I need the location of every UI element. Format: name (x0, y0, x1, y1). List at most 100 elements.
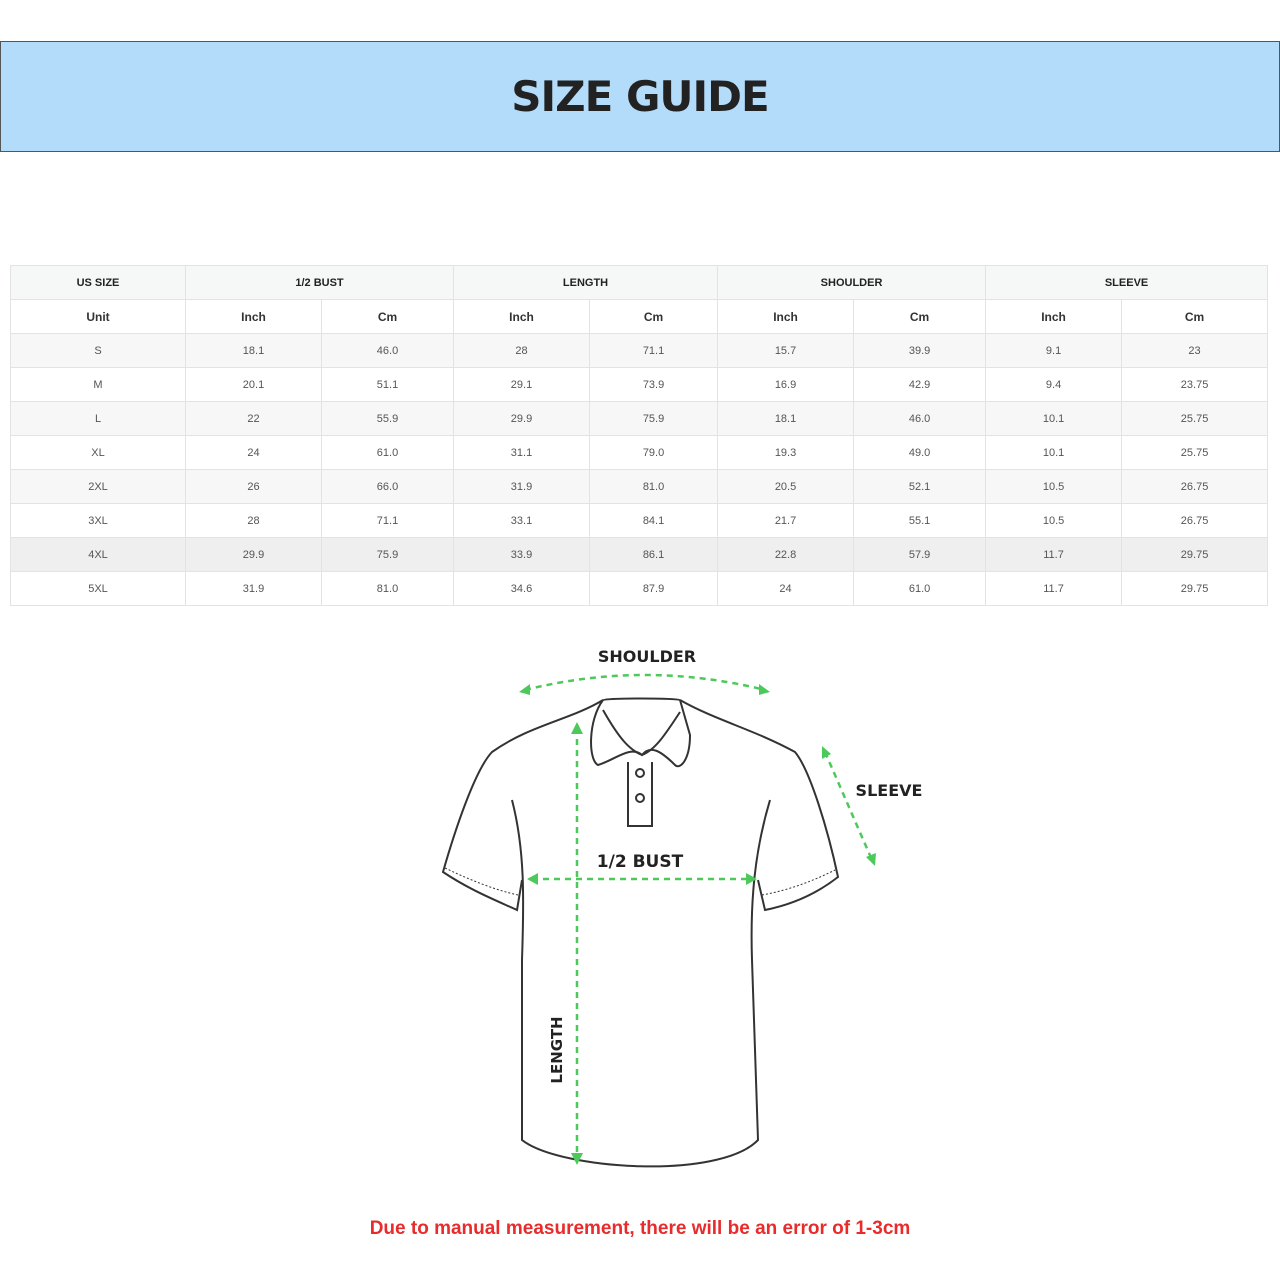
shoulder-label: SHOULDER (598, 647, 696, 666)
size-cell: 3XL (10, 503, 186, 538)
value-cell: 33.9 (453, 537, 591, 572)
value-cell: 23.75 (1121, 367, 1269, 402)
table-row: 2XL 26 66.0 31.9 81.0 20.5 52.1 10.5 26.75 (10, 469, 1269, 504)
value-cell: 25.75 (1121, 401, 1269, 436)
value-cell: 31.9 (185, 571, 322, 606)
value-cell: 18.1 (717, 401, 855, 436)
value-cell: 20.1 (185, 367, 322, 402)
value-cell: 11.7 (985, 537, 1123, 572)
value-cell: 31.9 (453, 469, 591, 504)
table-row: M 20.1 51.1 29.1 73.9 16.9 42.9 9.4 23.75 (10, 367, 1269, 402)
value-cell: 71.1 (589, 333, 719, 368)
group-header: SLEEVE (985, 265, 1269, 300)
unit-header: Cm (853, 299, 987, 334)
page-title: SIZE GUIDE (511, 72, 769, 121)
value-cell: 29.1 (453, 367, 591, 402)
size-cell: XL (10, 435, 186, 470)
value-cell: 39.9 (853, 333, 987, 368)
group-header: 1/2 BUST (184, 265, 455, 300)
value-cell: 81.0 (589, 469, 719, 504)
shoulder-arrow (524, 673, 766, 692)
value-cell: 57.9 (853, 537, 987, 572)
value-cell: 84.1 (589, 503, 719, 538)
value-cell: 87.9 (589, 571, 719, 606)
unit-header: Unit (10, 299, 186, 334)
unit-header: Cm (589, 299, 719, 334)
table-row: S 18.1 46.0 28 71.1 15.7 39.9 9.1 23 (10, 333, 1269, 368)
size-cell: 5XL (10, 571, 186, 606)
value-cell: 25.75 (1121, 435, 1269, 470)
table-row: 5XL 31.9 81.0 34.6 87.9 24 61.0 11.7 29.75 (10, 571, 1269, 606)
value-cell: 16.9 (717, 367, 855, 402)
sleeve-arrow (823, 751, 874, 861)
table-row: 4XL 29.9 75.9 33.9 86.1 22.8 57.9 11.7 29.75 (10, 537, 1269, 572)
unit-header: Inch (985, 299, 1123, 334)
group-header: SHOULDER (717, 265, 987, 300)
value-cell: 11.7 (985, 571, 1123, 606)
value-cell: 81.0 (320, 571, 455, 606)
value-cell: 42.9 (853, 367, 987, 402)
size-cell: M (10, 367, 186, 402)
value-cell: 9.4 (985, 367, 1123, 402)
value-cell: 61.0 (853, 571, 987, 606)
value-cell: 10.5 (985, 469, 1123, 504)
value-cell: 28 (185, 503, 322, 538)
length-label: LENGTH (548, 1016, 566, 1083)
value-cell: 26.75 (1121, 469, 1269, 504)
measurement-arrows (524, 673, 874, 1160)
value-cell: 71.1 (320, 503, 455, 538)
size-cell: 2XL (10, 469, 186, 504)
value-cell: 15.7 (717, 333, 855, 368)
value-cell: 29.75 (1121, 537, 1269, 572)
value-cell: 22 (185, 401, 322, 436)
unit-header: Inch (453, 299, 591, 334)
value-cell: 75.9 (320, 537, 455, 572)
size-cell: 4XL (10, 537, 186, 572)
size-table: US SIZE 1/2 BUST LENGTH SHOULDER SLEEVE Unit I… (10, 265, 1269, 606)
group-header: LENGTH (453, 265, 719, 300)
value-cell: 19.3 (717, 435, 855, 470)
unit-row: Unit Inch Cm Inch Cm Inch Cm Inch Cm (10, 299, 1269, 334)
shirt-diagram: SHOULDER SLEEVE 1/2 BUST LENGTH (441, 647, 923, 1168)
unit-header: Cm (320, 299, 455, 334)
value-cell: 28 (453, 333, 591, 368)
value-cell: 61.0 (320, 435, 455, 470)
value-cell: 79.0 (589, 435, 719, 470)
table-row: L 22 55.9 29.9 75.9 18.1 46.0 10.1 25.75 (10, 401, 1269, 436)
value-cell: 10.5 (985, 503, 1123, 538)
table-row: XL 24 61.0 31.1 79.0 19.3 49.0 10.1 25.75 (10, 435, 1269, 470)
value-cell: 10.1 (985, 401, 1123, 436)
polo-shirt-outline (441, 697, 840, 1168)
size-cell: S (10, 333, 186, 368)
bust-label: 1/2 BUST (597, 852, 684, 872)
value-cell: 52.1 (853, 469, 987, 504)
measurement-note: Due to manual measurement, there will be… (369, 1218, 911, 1239)
value-cell: 29.9 (185, 537, 322, 572)
value-cell: 26.75 (1121, 503, 1269, 538)
value-cell: 55.9 (320, 401, 455, 436)
value-cell: 23 (1121, 333, 1269, 368)
value-cell: 24 (717, 571, 855, 606)
value-cell: 9.1 (985, 333, 1123, 368)
unit-header: Inch (185, 299, 322, 334)
value-cell: 31.1 (453, 435, 591, 470)
value-cell: 46.0 (853, 401, 987, 436)
value-cell: 21.7 (717, 503, 855, 538)
value-cell: 51.1 (320, 367, 455, 402)
sleeve-label: SLEEVE (856, 781, 923, 800)
value-cell: 29.75 (1121, 571, 1269, 606)
value-cell: 55.1 (853, 503, 987, 538)
unit-header: Cm (1121, 299, 1269, 334)
arrowheads (519, 684, 876, 1165)
table-row: 3XL 28 71.1 33.1 84.1 21.7 55.1 10.5 26.75 (10, 503, 1269, 538)
value-cell: 73.9 (589, 367, 719, 402)
value-cell: 18.1 (185, 333, 322, 368)
value-cell: 34.6 (453, 571, 591, 606)
size-cell: L (10, 401, 186, 436)
title-banner: SIZE GUIDE (0, 41, 1280, 152)
value-cell: 66.0 (320, 469, 455, 504)
value-cell: 75.9 (589, 401, 719, 436)
value-cell: 24 (185, 435, 322, 470)
value-cell: 86.1 (589, 537, 719, 572)
value-cell: 33.1 (453, 503, 591, 538)
